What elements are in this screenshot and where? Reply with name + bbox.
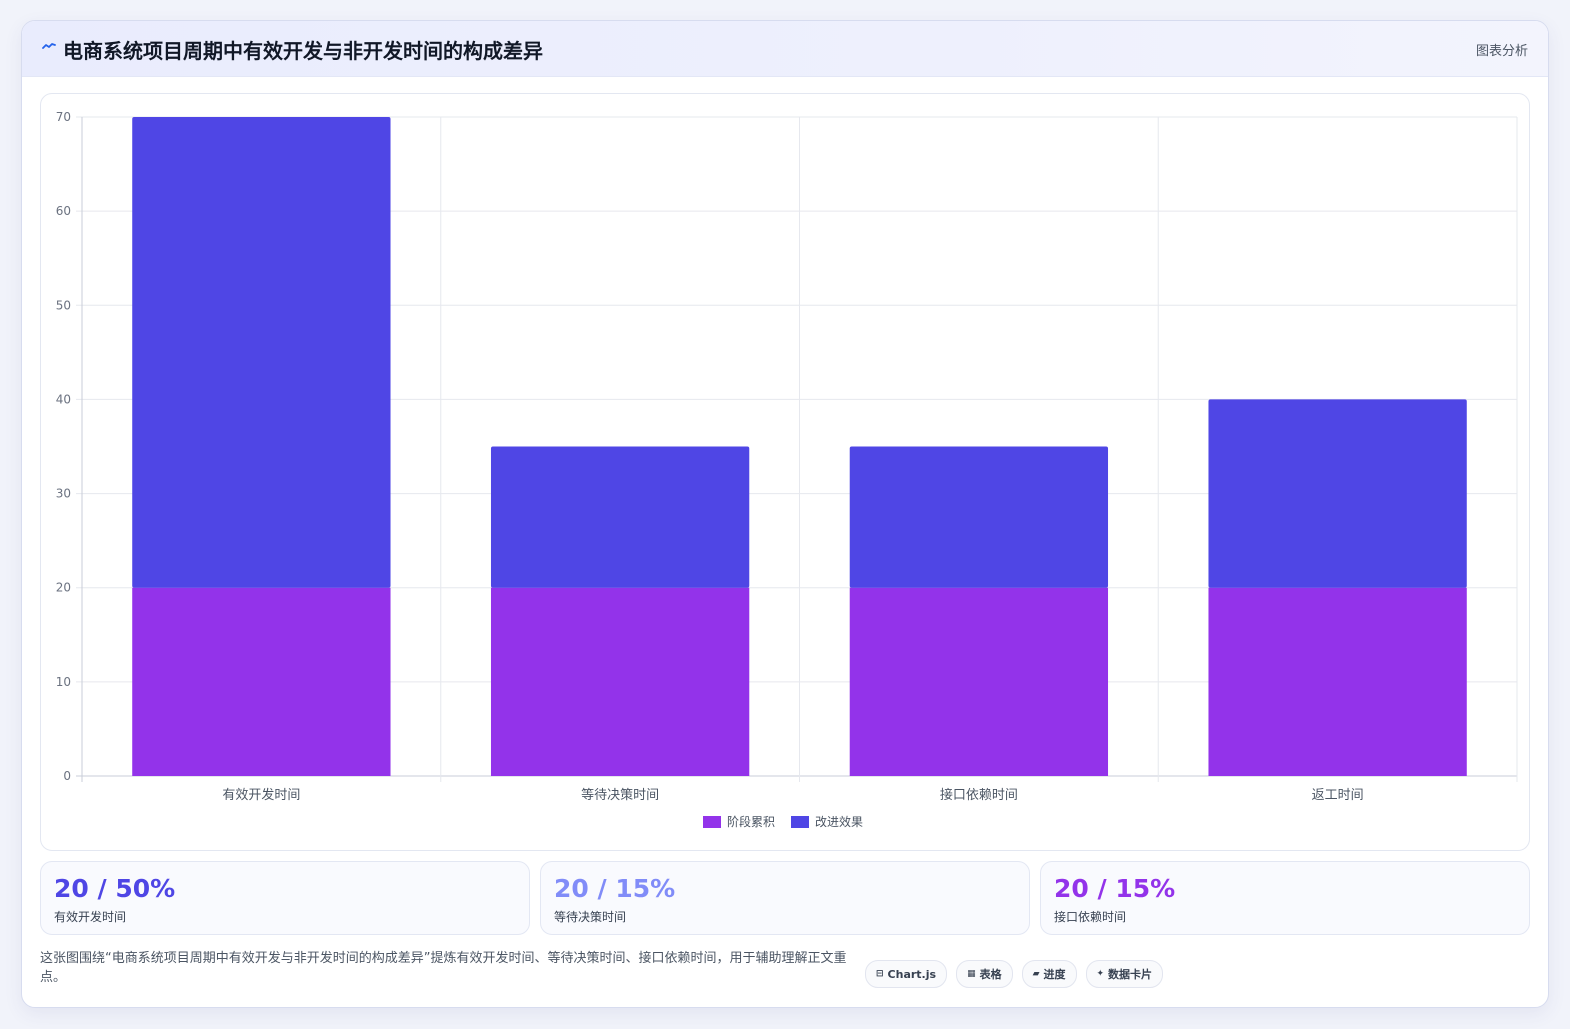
legend-swatch <box>703 816 721 828</box>
stat-card-1: 20 / 50% 有效开发时间 <box>40 861 530 935</box>
stat-card-2: 20 / 15% 等待决策时间 <box>540 861 1030 935</box>
y-tick-label: 60 <box>56 204 71 218</box>
x-tick-label: 接口依赖时间 <box>940 787 1018 803</box>
sparkle-icon: ✦ <box>1096 969 1105 979</box>
bar-improvement-effect <box>849 446 1109 588</box>
legend-swatch <box>791 816 809 828</box>
pill-data-card[interactable]: ✦ 数据卡片 <box>1085 960 1164 988</box>
stacked-bar-chart: 0 10 20 30 40 50 60 70 有效开发时间 等待决策时间 接口依赖时间 返工时间阶段累… <box>56 110 1518 829</box>
y-tick-label: 30 <box>56 487 71 501</box>
card-header: 电商系统项目周期中有效开发与非开发时间的构成差异 图表分析 <box>22 21 1548 77</box>
page-title: 电商系统项目周期中有效开发与非开发时间的构成差异 <box>63 39 543 63</box>
table-icon: ▦ <box>967 969 976 979</box>
stat-label: 接口依赖时间 <box>1054 910 1127 924</box>
chart-icon: ⊟ <box>876 969 884 979</box>
pill-table[interactable]: ▦ 表格 <box>956 960 1013 988</box>
y-tick-label: 40 <box>56 392 71 406</box>
bar-stage-cumulative <box>132 587 391 776</box>
chart-card: 电商系统项目周期中有效开发与非开发时间的构成差异 图表分析 0 10 20 30 40 5… <box>21 20 1549 1008</box>
stat-label: 有效开发时间 <box>54 910 127 924</box>
pill-label: 进度 <box>1043 968 1066 981</box>
stat-card-3: 20 / 15% 接口依赖时间 <box>1040 861 1530 935</box>
bar-improvement-effect <box>490 446 750 588</box>
bar-improvement-effect <box>1208 399 1467 588</box>
pill-label: Chart.js <box>887 967 937 981</box>
y-tick-label: 50 <box>56 298 71 312</box>
stat-label: 等待决策时间 <box>554 910 627 924</box>
pill-label: 数据卡片 <box>1108 968 1153 981</box>
trend-line-icon <box>42 43 56 49</box>
x-tick-label: 有效开发时间 <box>222 787 300 803</box>
bar-stage-cumulative <box>490 587 750 776</box>
bar-improvement-effect <box>132 117 391 588</box>
stat-value: 20 / 15% <box>554 874 676 903</box>
feature-pills: ⊟ Chart.js ▦ 表格 ▰ 进度 ✦ 数据卡片 <box>865 960 1164 988</box>
y-tick-label: 0 <box>63 769 71 783</box>
stat-value: 20 / 15% <box>1054 874 1176 903</box>
chart-analysis-tag: 图表分析 <box>1475 44 1528 59</box>
x-tick-label: 返工时间 <box>1312 788 1364 803</box>
y-tick-label: 10 <box>56 675 71 689</box>
stat-value: 20 / 50% <box>54 874 176 903</box>
chart-panel: 0 10 20 30 40 50 60 70 有效开发时间 等待决策时间 接口依赖时间 返工时间阶段累… <box>40 93 1530 851</box>
bar-stage-cumulative <box>849 587 1109 776</box>
pill-progress[interactable]: ▰ 进度 <box>1021 960 1077 988</box>
legend-label: 改进效果 <box>815 814 863 829</box>
pill-chartjs[interactable]: ⊟ Chart.js <box>865 960 948 988</box>
progress-icon: ▰ <box>1032 969 1040 979</box>
chart-description: 这张图围绕“电商系统项目周期中有效开发与非开发时间的构成差异”提炼有效开发时间、… <box>40 951 847 985</box>
legend-label: 阶段累积 <box>727 814 775 829</box>
pill-label: 表格 <box>979 968 1002 981</box>
y-tick-label: 70 <box>56 110 71 124</box>
bar-stage-cumulative <box>1208 587 1467 776</box>
y-tick-label: 20 <box>56 581 71 595</box>
x-tick-label: 等待决策时间 <box>581 787 659 803</box>
